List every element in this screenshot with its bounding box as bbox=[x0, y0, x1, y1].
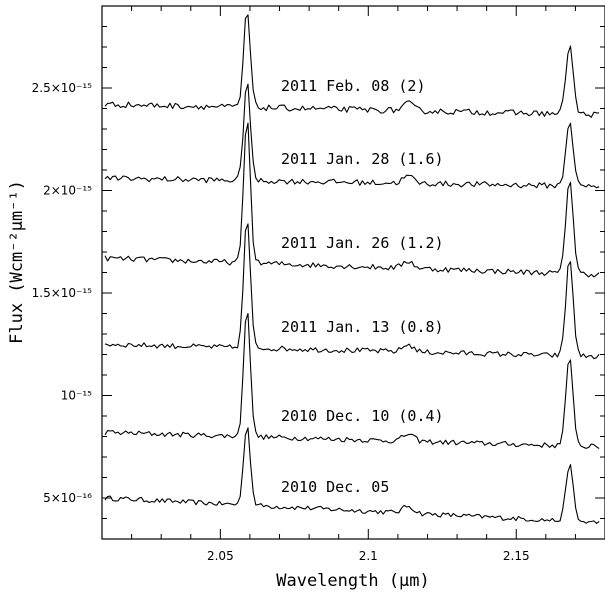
spectrum-label: 2011 Jan. 13 (0.8) bbox=[281, 318, 444, 336]
spectrum-label: 2011 Jan. 26 (1.2) bbox=[281, 234, 444, 252]
spectrum-line bbox=[104, 427, 600, 524]
spectrum-label: 2010 Dec. 10 (0.4) bbox=[281, 407, 444, 425]
spectrum-line bbox=[104, 83, 600, 189]
y-tick-label: 10⁻¹⁵ bbox=[61, 389, 92, 403]
spectrum-label: 2011 Jan. 28 (1.6) bbox=[281, 150, 444, 168]
x-axis-label: Wavelength (μm) bbox=[276, 571, 430, 591]
spectrum-line bbox=[104, 122, 600, 278]
ticks-group bbox=[101, 6, 605, 540]
annotations-group: 2010 Dec. 05 2010 Dec. 10 (0.4) 2011 Jan. … bbox=[281, 77, 444, 496]
y-tick-label: 2.5×10⁻¹⁵ bbox=[32, 81, 93, 95]
spectrum-label: 2010 Dec. 05 bbox=[281, 478, 389, 496]
spectrum-label: 2011 Feb. 08 (2) bbox=[281, 77, 426, 95]
x-tick-label: 2.1 bbox=[359, 549, 378, 563]
spectrum-line bbox=[104, 14, 600, 118]
spectrum-line bbox=[104, 313, 600, 449]
x-tick-label: 2.05 bbox=[207, 549, 234, 563]
labels-group: 2.05 2.1 2.15 5×10⁻¹⁶ 10⁻¹⁵ 1.5×10⁻¹⁵ 2×10⁻¹⁵ 2… bbox=[32, 81, 530, 563]
y-tick-label: 5×10⁻¹⁶ bbox=[43, 491, 92, 505]
y-tick-label: 2×10⁻¹⁵ bbox=[43, 184, 92, 198]
spectrum-line bbox=[104, 223, 600, 360]
x-tick-label: 2.15 bbox=[503, 549, 530, 563]
spectra-group bbox=[104, 14, 600, 524]
y-tick-label: 1.5×10⁻¹⁵ bbox=[32, 286, 93, 300]
y-axis-label: Flux (Wcm⁻²μm⁻¹) bbox=[7, 180, 27, 344]
